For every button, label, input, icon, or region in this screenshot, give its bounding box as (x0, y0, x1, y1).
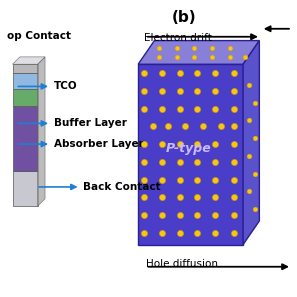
Text: op Contact: op Contact (7, 31, 71, 41)
Polygon shape (138, 41, 259, 64)
Bar (138, 64, 243, 244)
Text: (b): (b) (172, 10, 196, 25)
Bar (12, 106, 38, 171)
Text: Hole diffusion: Hole diffusion (146, 259, 217, 269)
Polygon shape (12, 57, 45, 64)
Text: TCO: TCO (54, 81, 78, 91)
Text: Electron drift: Electron drift (144, 33, 212, 43)
Bar (12, 171, 38, 206)
Text: P-type: P-type (165, 142, 211, 155)
Text: Buffer Layer: Buffer Layer (54, 119, 127, 128)
Text: Absorber Layer: Absorber Layer (54, 139, 144, 149)
Bar (12, 89, 38, 106)
Polygon shape (38, 57, 45, 206)
Bar (12, 64, 38, 73)
Polygon shape (243, 41, 259, 244)
Text: Back Contact: Back Contact (83, 182, 161, 192)
Bar (12, 73, 38, 89)
